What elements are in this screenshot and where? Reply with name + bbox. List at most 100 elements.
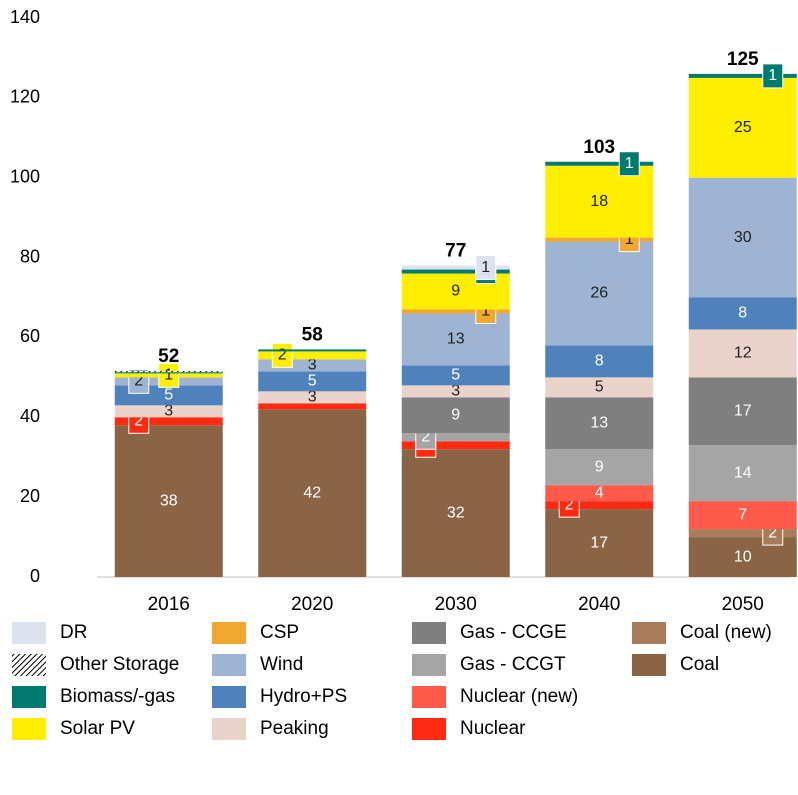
total-label: 52 [158, 346, 179, 367]
value-label: 10 [734, 548, 752, 565]
value-label: 9 [451, 407, 460, 424]
y-tick-label: 120 [10, 87, 40, 107]
value-label: 3 [308, 357, 317, 374]
bar-segment [258, 349, 367, 352]
bar-segment [114, 372, 223, 374]
legend-label: Wind [260, 654, 303, 675]
legend-label: Peaking [260, 718, 329, 739]
value-label: 1 [768, 67, 777, 84]
bar-segment [401, 269, 510, 274]
legend-swatch [212, 718, 246, 740]
value-label: 3 [308, 389, 317, 406]
legend-swatch [212, 622, 246, 644]
bar-segment [545, 449, 654, 486]
legend-label: DR [60, 622, 87, 643]
legend-label: Coal (new) [680, 622, 772, 643]
y-tick-label: 40 [20, 406, 40, 426]
legend-label: Nuclear [460, 718, 526, 739]
value-label: 32 [447, 504, 465, 521]
bar-segment [688, 445, 797, 502]
y-tick-label: 80 [20, 246, 40, 266]
value-label: 30 [734, 229, 752, 246]
bar-segment [688, 329, 797, 378]
value-label: 1 [481, 259, 490, 276]
value-label: 2 [134, 373, 143, 390]
legend-swatch [212, 654, 246, 676]
value-label: 8 [738, 305, 747, 322]
legend-swatch [412, 686, 446, 708]
value-label: 17 [590, 534, 608, 551]
value-label: 4 [595, 484, 604, 501]
value-label: 25 [734, 119, 752, 136]
x-tick-label: 2050 [722, 594, 764, 615]
value-label: 12 [734, 345, 752, 362]
bar-segment [688, 529, 797, 538]
legend-swatch [632, 654, 666, 676]
value-label: 5 [595, 379, 604, 396]
value-label: 1 [625, 155, 634, 172]
legend-swatch [412, 622, 446, 644]
legend-label: Other Storage [60, 654, 179, 675]
value-label: 38 [160, 492, 178, 509]
legend-label: Solar PV [60, 718, 135, 739]
value-label: 8 [595, 353, 604, 370]
bar-segment [258, 403, 367, 410]
legend-swatch [412, 654, 446, 676]
value-label: 1 [164, 367, 173, 384]
total-label: 103 [583, 137, 615, 158]
bar-segment [258, 359, 367, 372]
bar-segment [258, 409, 367, 577]
value-label: 18 [590, 193, 608, 210]
y-tick-label: 0 [30, 566, 40, 586]
x-tick-label: 2020 [291, 594, 333, 615]
bar-segment [545, 509, 654, 577]
bar-segment [545, 485, 654, 502]
label-box [475, 255, 497, 281]
value-label: 5 [451, 367, 460, 384]
label-box [271, 342, 293, 368]
bar-segment [401, 441, 510, 450]
bar-segment [545, 377, 654, 398]
value-label: 1 [481, 303, 490, 320]
bar-segment [258, 391, 367, 404]
x-tick-label: 2040 [578, 594, 620, 615]
legend-swatch [212, 686, 246, 708]
legend-label: Gas - CCGT [460, 654, 566, 675]
legend-swatch [412, 718, 446, 740]
bar-segment [258, 371, 367, 392]
bar-segment [545, 345, 654, 378]
legend-label: Hydro+PS [260, 686, 347, 707]
bar-segment [401, 397, 510, 434]
label-box [158, 362, 180, 388]
y-tick-label: 100 [10, 166, 40, 186]
bar-segment [545, 237, 654, 242]
value-label: 2 [768, 524, 777, 541]
bar-segment [258, 351, 367, 360]
bar-segment [401, 385, 510, 398]
bar-segment [688, 73, 797, 78]
label-box [618, 151, 640, 177]
value-label: 2 [421, 428, 430, 445]
value-label: 2 [278, 347, 287, 364]
x-tick-label: 2016 [148, 594, 190, 615]
bar-segment [688, 377, 797, 446]
value-label: 17 [734, 403, 752, 420]
label-box [762, 63, 784, 89]
bar-segment [114, 425, 223, 577]
legend-label: CSP [260, 622, 299, 643]
legend-swatch [12, 718, 46, 740]
value-label: 42 [303, 484, 321, 501]
bar-segment [545, 165, 654, 238]
value-label: 5 [308, 373, 317, 390]
value-label: 9 [451, 283, 460, 300]
legend-label: Nuclear (new) [460, 686, 578, 707]
bar-segment [114, 370, 223, 373]
total-label: 77 [445, 241, 466, 262]
value-label: 13 [590, 414, 608, 431]
value-label: 13 [447, 331, 465, 348]
bar-segment [114, 405, 223, 418]
value-label: 2 [134, 412, 143, 429]
y-tick-label: 140 [10, 7, 40, 27]
value-label: 1 [625, 231, 634, 248]
